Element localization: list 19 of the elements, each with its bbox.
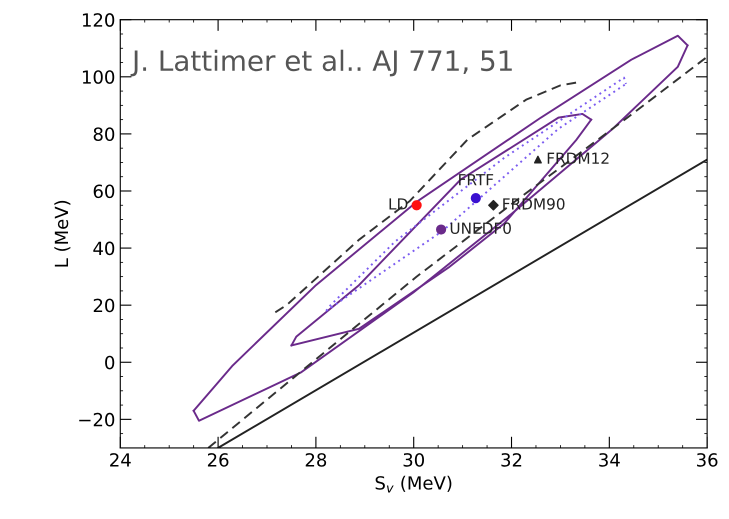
y-tick-label: 80 [94,127,114,142]
y-tick-label: 60 [94,184,114,198]
y-axis-title: L (MeV) [54,200,70,266]
x-tick-label: 26 [208,453,228,467]
x-axis-title: S$_{v}$ (MeV) [376,476,452,492]
y-tick-label: 0 [105,356,114,370]
y-tick-label: 40 [93,242,114,256]
y-tick-label: 20 [94,298,114,312]
annotation: J. Lattimer et al.. AJ 771, 51 [130,50,512,76]
x-tick-label: 24 [110,453,131,466]
x-tick-label: 36 [697,453,718,467]
y-tick-label: 120 [82,13,114,27]
x-tick-label: 30 [404,453,424,467]
series-label: LD [390,198,408,210]
y-tick-label: 100 [82,70,114,84]
x-tick-label: 34 [599,453,620,467]
y-tick-label: −20 [79,412,114,426]
x-tick-label: 28 [306,453,326,467]
x-tick-label: 32 [501,453,522,467]
